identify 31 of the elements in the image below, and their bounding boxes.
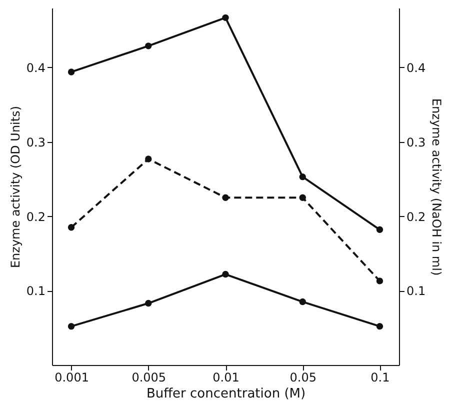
y-axis-title: Enzyme activity (OD Units) [8,106,22,268]
point [68,68,75,76]
point [145,42,152,50]
y2-tick-label: 0.3 [406,135,426,150]
point [68,224,75,231]
point [299,173,306,180]
point [145,156,152,162]
point [145,300,152,307]
y-tick-label: 0.1 [26,284,46,298]
x-tick-label: 0.001 [54,370,89,384]
x-tick-label: 0.005 [132,370,166,384]
y-tick-label: 0.4 [26,61,46,75]
point [222,194,229,202]
x-tick-label: 0.1 [370,370,390,384]
point [299,194,306,202]
x-tick-label: 0.01 [212,370,240,384]
point [376,322,384,330]
point [299,298,306,306]
point [68,322,75,330]
y2-tick-label: 0.1 [406,284,426,298]
point [222,14,229,22]
point [376,278,384,284]
y-tick-label: 0.3 [26,135,46,150]
point [222,270,229,278]
y-tick-label: 0.2 [26,210,46,224]
y2-tick-label: 0.4 [406,61,426,75]
y2-tick-label: 0.2 [406,210,426,224]
y2-axis-title: Enzyme activity (NaOH in ml) [430,98,444,276]
point [376,226,384,233]
x-axis-title: Buffer concentration (M) [146,386,306,402]
x-tick-label: 0.05 [290,370,316,384]
